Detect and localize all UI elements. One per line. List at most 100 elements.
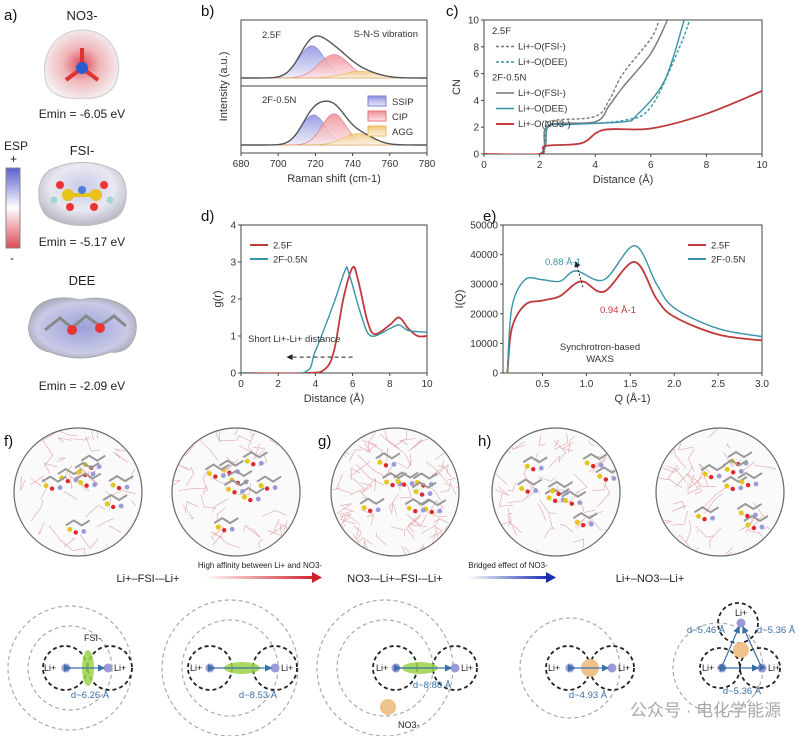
legend-swatch-agg — [367, 125, 387, 137]
series-line — [484, 20, 691, 154]
chart-d: d) 0 2 4 6 8 10 Distance (Å) g(r) 0 1 2 3 4 2.5F 2F-0.5… — [201, 208, 433, 405]
y-axis-label: g(r) — [212, 290, 224, 307]
esp-plus: + — [10, 152, 17, 166]
x-tick-label: 4 — [313, 379, 319, 390]
x-tick-label: 3.0 — [755, 379, 769, 390]
md-snapshot — [13, 427, 143, 557]
x-tick-label: 8 — [704, 160, 710, 171]
distance-label: d~5.46 Å — [687, 625, 726, 636]
legend-swatch-ssip — [367, 95, 387, 107]
no3-molecule-icon — [64, 48, 100, 82]
x-tick-label: 6 — [648, 160, 654, 171]
panel-label-b: b) — [201, 3, 214, 20]
li-ion-icon — [565, 663, 575, 673]
panel-label-e: e) — [483, 208, 496, 225]
esp-title: ESP — [4, 139, 28, 153]
distance-label: d~5.36 Å — [723, 686, 762, 697]
annotation-waxs: WAXS — [586, 354, 614, 365]
x-tick-label: 2 — [275, 379, 281, 390]
y-tick-label: 40000 — [470, 250, 498, 261]
legend-label: CIP — [392, 112, 408, 123]
legend-label: Li+-O(DEE) — [518, 104, 567, 115]
scheme-title-2: NO3-–Li+–FSI-–Li+ — [347, 573, 442, 585]
x-tick-label: 700 — [270, 159, 287, 170]
blue-arrow-head — [546, 572, 556, 583]
md-snapshot — [171, 427, 301, 557]
y-tick-label: 30000 — [470, 280, 498, 291]
molecule-title-fsi: FSI- — [70, 143, 95, 158]
li-label: Li+ — [768, 663, 780, 673]
legend-label: 2.5F — [711, 241, 730, 252]
md-snapshots: f) g) h) — [4, 427, 785, 557]
li-ion-icon — [61, 663, 71, 673]
esp-colorbar — [5, 167, 21, 249]
li-label: Li+ — [44, 663, 56, 673]
fit-envelope — [241, 35, 428, 79]
plot-frame — [483, 19, 763, 155]
esp-minus: - — [10, 251, 14, 265]
peak-shift-arrow — [574, 261, 584, 288]
x-tick-label: 720 — [307, 159, 324, 170]
x-tick-label: 1.5 — [623, 379, 637, 390]
y-tick-label: 0 — [230, 369, 236, 380]
molecule-title-no3: NO3- — [66, 8, 97, 23]
dee-molecule-icon — [44, 314, 127, 335]
peak-label-2f05n: 0.88 Å-1 — [545, 257, 581, 268]
y-tick-label: 10000 — [470, 339, 498, 350]
md-snapshot — [491, 427, 621, 557]
x-tick-label: 2 — [537, 160, 543, 171]
series-line — [506, 245, 762, 373]
x-axis-label: Distance (Å) — [593, 173, 654, 186]
distance-label: d~8.53 Å — [239, 690, 278, 701]
series-line — [484, 20, 685, 154]
x-tick-label: 10 — [756, 160, 768, 171]
x-tick-label: 760 — [381, 159, 398, 170]
legend-label: Li+-O(FSI-) — [518, 88, 566, 99]
panel-label-c: c) — [446, 3, 459, 20]
arrow-label-2: Bridged effect of NO3- — [468, 561, 548, 570]
y-axis-label: I(Q) — [454, 290, 466, 309]
distance-arrow — [742, 625, 766, 671]
y-tick-label: 1 — [230, 332, 236, 343]
series-line — [241, 265, 427, 373]
y-tick-label: 8 — [473, 42, 479, 53]
solvation-shell — [589, 645, 635, 691]
series-line — [484, 20, 660, 154]
y-tick-label: 4 — [230, 221, 236, 232]
dee-esp-surface — [28, 297, 137, 359]
x-tick-label: 2.0 — [667, 379, 681, 390]
arrow-label-1: High affinity between Li+ and NO3- — [198, 561, 322, 570]
li-label: Li+ — [190, 663, 202, 673]
legend-label: Li+-O(DEE) — [518, 57, 567, 68]
x-tick-label: 0.5 — [536, 379, 550, 390]
chart-e: e) 0.5 1.0 1.5 2.0 2.5 3.0 Q (Å-1) I(Q) 0 10000 200… — [454, 208, 769, 405]
y-axis-label: Intensity (a.u.) — [218, 52, 230, 122]
annotation: S-N-S vibration — [354, 29, 418, 40]
x-axis-label: Q (Å-1) — [614, 392, 650, 405]
subplot-label: 2F-0.5N — [262, 95, 296, 106]
no3-anion-icon — [380, 699, 396, 715]
x-tick-label: 6 — [350, 379, 356, 390]
y-tick-label: 4 — [473, 96, 479, 107]
solvation-shell — [519, 617, 621, 719]
li-ion-icon — [450, 663, 460, 673]
x-tick-label: 780 — [419, 159, 436, 170]
legend-label: AGG — [392, 127, 413, 138]
li-ion-icon — [391, 663, 401, 673]
y-tick-label: 50000 — [470, 221, 498, 232]
li-ion-icon — [717, 663, 727, 673]
y-tick-label: 20000 — [470, 309, 498, 320]
solvation-shell — [252, 645, 298, 691]
series-line — [484, 20, 669, 154]
legend-group: 2.5F — [492, 26, 511, 37]
solvation-shell — [87, 645, 133, 691]
no3-anion-icon — [733, 642, 749, 658]
legend-label: Li+-O(FSI-) — [518, 42, 566, 53]
legend-label: SSIP — [392, 97, 414, 108]
molecule-title-dee: DEE — [69, 273, 96, 288]
li-label: Li+ — [281, 663, 293, 673]
y-tick-label: 6 — [473, 69, 479, 80]
panel-label-f: f) — [4, 433, 13, 450]
blue-arrow — [468, 576, 548, 579]
